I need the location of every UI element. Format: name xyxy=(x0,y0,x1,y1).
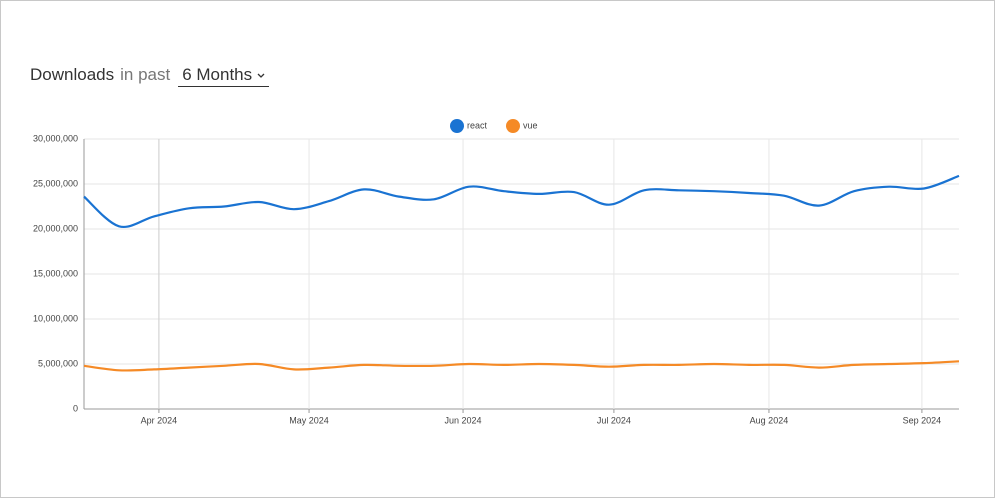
legend-swatch xyxy=(450,119,464,133)
y-tick-label: 20,000,000 xyxy=(33,223,78,233)
legend-label: react xyxy=(467,120,488,130)
title: Downloads xyxy=(30,65,115,84)
period-select[interactable]: 6 Months xyxy=(178,65,269,87)
y-tick-label: 5,000,000 xyxy=(38,358,78,368)
y-tick-label: 15,000,000 xyxy=(33,268,78,278)
y-tick-label: 10,000,000 xyxy=(33,313,78,323)
connector: in past xyxy=(120,65,171,84)
series-line xyxy=(83,174,960,229)
y-tick-label: 25,000,000 xyxy=(33,178,78,188)
series-line xyxy=(83,360,960,372)
y-tick-label: 30,000,000 xyxy=(33,133,78,143)
y-tick-label: 0 xyxy=(73,403,78,413)
legend-label: vue xyxy=(523,120,538,130)
period-label: 6 Months xyxy=(182,65,253,84)
x-tick-label: Apr 2024 xyxy=(141,415,178,425)
header: Downloads in past 6 Months xyxy=(30,65,269,87)
legend-swatch xyxy=(506,119,520,133)
x-tick-label: Sep 2024 xyxy=(903,415,942,425)
x-tick-label: Jul 2024 xyxy=(597,415,631,425)
x-tick-label: Aug 2024 xyxy=(750,415,789,425)
x-tick-label: Jun 2024 xyxy=(445,415,482,425)
chevron xyxy=(257,73,265,78)
x-tick-label: May 2024 xyxy=(289,415,329,425)
